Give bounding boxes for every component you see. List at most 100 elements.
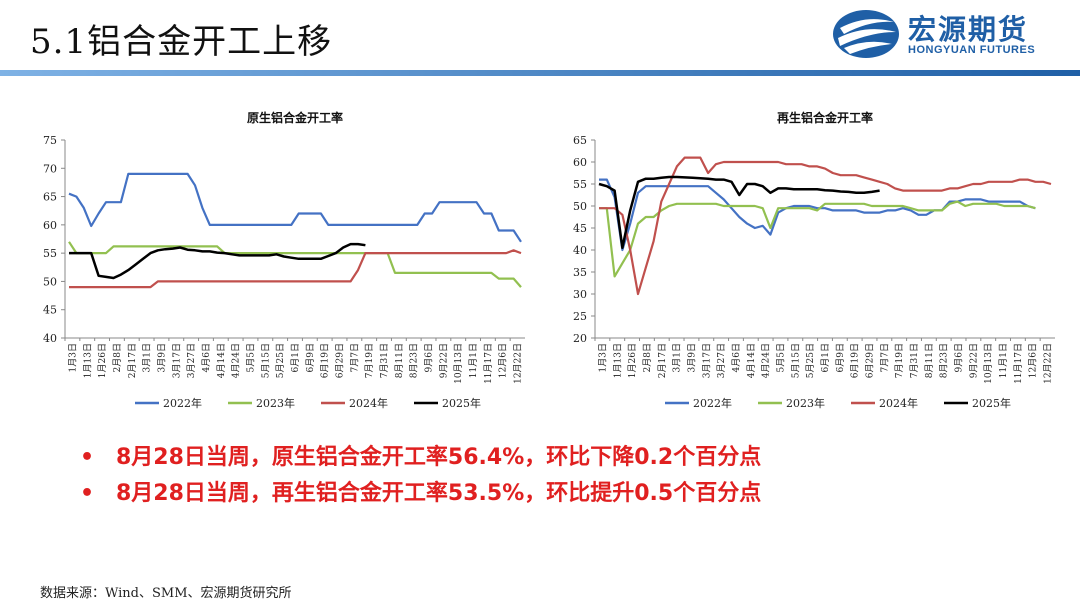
x-tick-label: 6月29日 bbox=[865, 343, 876, 378]
logo-chinese-name: 宏源期货 bbox=[908, 13, 1029, 46]
x-tick-label: 3月17日 bbox=[171, 343, 182, 378]
x-tick-label: 3月17日 bbox=[701, 343, 712, 378]
x-tick-label: 2月17日 bbox=[127, 343, 138, 378]
x-tick-label: 5月15日 bbox=[790, 343, 801, 378]
x-tick-label: 6月1日 bbox=[820, 343, 831, 372]
legend-label: 2024年 bbox=[879, 396, 918, 410]
y-tick-label: 65 bbox=[43, 191, 57, 204]
x-tick-label: 4月6日 bbox=[731, 343, 742, 372]
x-tick-label: 6月19日 bbox=[850, 343, 861, 378]
x-tick-label: 1月3日 bbox=[67, 343, 78, 372]
x-tick-label: 3月1日 bbox=[142, 343, 153, 372]
x-tick-label: 1月26日 bbox=[97, 343, 108, 378]
x-tick-label: 4月24日 bbox=[761, 343, 772, 378]
legend-label: 2024年 bbox=[349, 396, 388, 410]
x-tick-label: 9月22日 bbox=[968, 343, 979, 378]
x-tick-label: 6月1日 bbox=[290, 343, 301, 372]
series-line-2024年 bbox=[599, 156, 1052, 296]
bullet-recycled-alloy: • 8月28日当周，再生铝合金开工率53.5%，环比提升0.5个百分点 bbox=[80, 476, 761, 512]
x-tick-label: 5月25日 bbox=[275, 343, 286, 378]
x-tick-label: 8月23日 bbox=[939, 343, 950, 378]
x-tick-label: 7月7日 bbox=[349, 343, 360, 372]
bullet-dot-icon: • bbox=[80, 481, 95, 506]
bullet-primary-alloy: • 8月28日当周，原生铝合金开工率56.4%，环比下降0.2个百分点 bbox=[80, 440, 761, 476]
key-points: • 8月28日当周，原生铝合金开工率56.4%，环比下降0.2个百分点 • 8月28… bbox=[80, 440, 761, 512]
y-tick-label: 60 bbox=[43, 219, 57, 232]
x-tick-label: 1月13日 bbox=[82, 343, 93, 378]
legend-label: 2022年 bbox=[693, 396, 732, 410]
x-tick-label: 10月13日 bbox=[983, 343, 994, 384]
x-tick-label: 5月15日 bbox=[260, 343, 271, 378]
x-tick-label: 7月31日 bbox=[379, 343, 390, 378]
legend-label: 2023年 bbox=[786, 396, 825, 410]
y-tick-label: 45 bbox=[43, 304, 57, 317]
x-tick-label: 9月22日 bbox=[438, 343, 449, 378]
x-tick-label: 7月19日 bbox=[894, 343, 905, 378]
primary-alloy-chart: 原生铝合金开工率 40 45 50 55 60 65 70 75 1月3日 1月13日 1月26日 2月… bbox=[43, 110, 525, 410]
x-tick-label: 4月24日 bbox=[231, 343, 242, 378]
y-tick-label: 75 bbox=[43, 134, 57, 147]
y-tick-label: 70 bbox=[43, 162, 57, 175]
series-line-2024年 bbox=[69, 249, 522, 289]
chart-title: 再生铝合金开工率 bbox=[777, 110, 873, 125]
x-tick-label: 3月9日 bbox=[686, 343, 697, 372]
x-tick-label: 5月5日 bbox=[775, 343, 786, 372]
x-tick-label: 4月14日 bbox=[216, 343, 227, 378]
x-tick-label: 2月17日 bbox=[657, 343, 668, 378]
x-tick-label: 11月17日 bbox=[483, 343, 494, 384]
y-tick-label: 55 bbox=[573, 178, 587, 191]
y-tick-label: 50 bbox=[43, 275, 57, 288]
legend-label: 2023年 bbox=[256, 396, 295, 410]
y-tick-label: 40 bbox=[43, 332, 57, 345]
y-tick-label: 65 bbox=[573, 134, 587, 147]
x-tick-label: 5月25日 bbox=[805, 343, 816, 378]
y-tick-label: 25 bbox=[573, 310, 587, 323]
legend-label: 2022年 bbox=[163, 396, 202, 410]
x-tick-label: 3月9日 bbox=[156, 343, 167, 372]
y-tick-label: 50 bbox=[573, 200, 587, 213]
series-line-2025年 bbox=[69, 242, 366, 280]
x-tick-label: 11月1日 bbox=[998, 343, 1009, 378]
y-tick-label: 45 bbox=[573, 222, 587, 235]
x-tick-label: 7月7日 bbox=[879, 343, 890, 372]
x-tick-label: 12月6日 bbox=[1028, 343, 1039, 378]
x-tick-label: 6月19日 bbox=[320, 343, 331, 378]
series-line-2025年 bbox=[598, 175, 880, 250]
page-title: 5.1铝合金开工上移 bbox=[30, 22, 333, 62]
x-tick-label: 7月31日 bbox=[909, 343, 920, 378]
x-tick-label: 12月6日 bbox=[498, 343, 509, 378]
x-tick-label: 1月13日 bbox=[612, 343, 623, 378]
x-tick-label: 6月9日 bbox=[305, 343, 316, 372]
logo-english-name: HONGYUAN FUTURES bbox=[908, 44, 1036, 56]
y-tick-label: 35 bbox=[573, 266, 587, 279]
x-tick-label: 5月5日 bbox=[245, 343, 256, 372]
x-tick-label: 11月1日 bbox=[468, 343, 479, 378]
bullet-text: 8月28日当周，原生铝合金开工率56.4%，环比下降0.2个百分点 bbox=[116, 445, 762, 470]
x-tick-label: 9月6日 bbox=[954, 343, 965, 372]
y-tick-label: 30 bbox=[573, 288, 587, 301]
x-tick-label: 12月22日 bbox=[1043, 343, 1054, 384]
data-source: 数据来源：Wind、SMM、宏源期货研究所 bbox=[40, 586, 292, 601]
series-line-2023年 bbox=[599, 200, 1036, 278]
series-line-2022年 bbox=[599, 178, 1036, 252]
x-tick-label: 6月29日 bbox=[335, 343, 346, 378]
x-tick-label: 3月27日 bbox=[186, 343, 197, 378]
x-tick-label: 7月19日 bbox=[364, 343, 375, 378]
legend-label: 2025年 bbox=[972, 396, 1011, 410]
x-tick-label: 8月11日 bbox=[394, 343, 405, 378]
y-tick-label: 20 bbox=[573, 332, 587, 345]
chart-title: 原生铝合金开工率 bbox=[247, 110, 343, 125]
legend-label: 2025年 bbox=[442, 396, 481, 410]
x-tick-label: 1月26日 bbox=[627, 343, 638, 378]
x-tick-label: 3月1日 bbox=[672, 343, 683, 372]
x-tick-label: 10月13日 bbox=[453, 343, 464, 384]
x-tick-label: 3月27日 bbox=[716, 343, 727, 378]
x-tick-label: 8月23日 bbox=[409, 343, 420, 378]
x-tick-label: 8月11日 bbox=[924, 343, 935, 378]
header-band bbox=[0, 70, 1080, 76]
x-tick-label: 12月22日 bbox=[513, 343, 524, 384]
y-tick-label: 40 bbox=[573, 244, 587, 257]
x-tick-label: 4月6日 bbox=[201, 343, 212, 372]
x-tick-label: 11月17日 bbox=[1013, 343, 1024, 384]
x-tick-label: 2月8日 bbox=[112, 343, 123, 372]
